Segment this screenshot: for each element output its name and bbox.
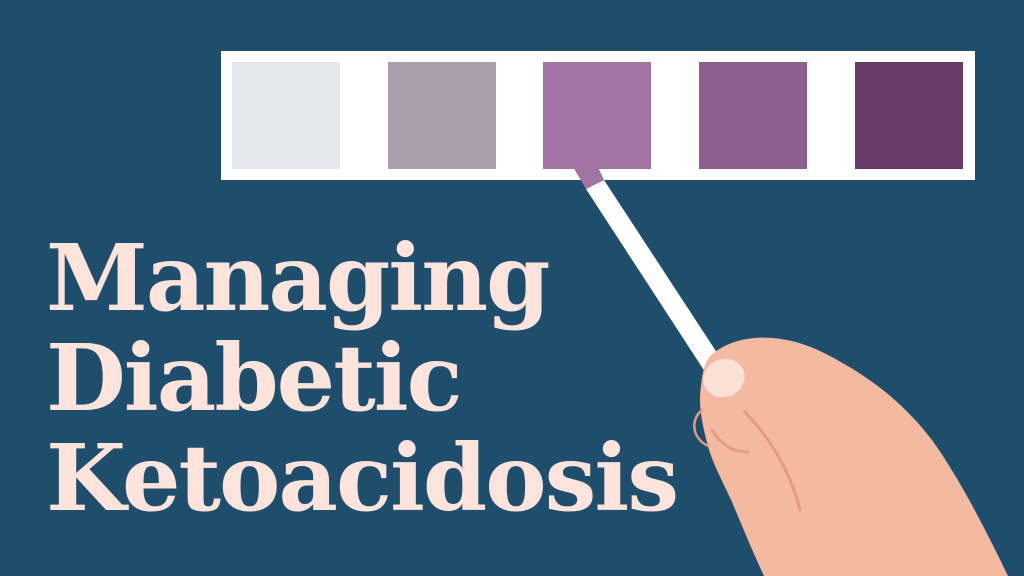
title-line-managing: Managing <box>46 224 550 332</box>
page-title: Managing Diabetic Ketoacidosis <box>46 224 679 532</box>
hand-icon <box>693 337 1008 576</box>
color-swatch-1 <box>232 62 340 169</box>
color-swatch-4 <box>699 62 807 169</box>
color-swatch-3 <box>543 62 651 169</box>
ketone-color-chart <box>221 51 975 180</box>
color-swatch-5 <box>855 62 963 169</box>
title-line-diabetic: Diabetic <box>46 324 463 432</box>
title-line-ketoacidosis: Ketoacidosis <box>46 424 679 532</box>
color-swatch-2 <box>388 62 496 169</box>
